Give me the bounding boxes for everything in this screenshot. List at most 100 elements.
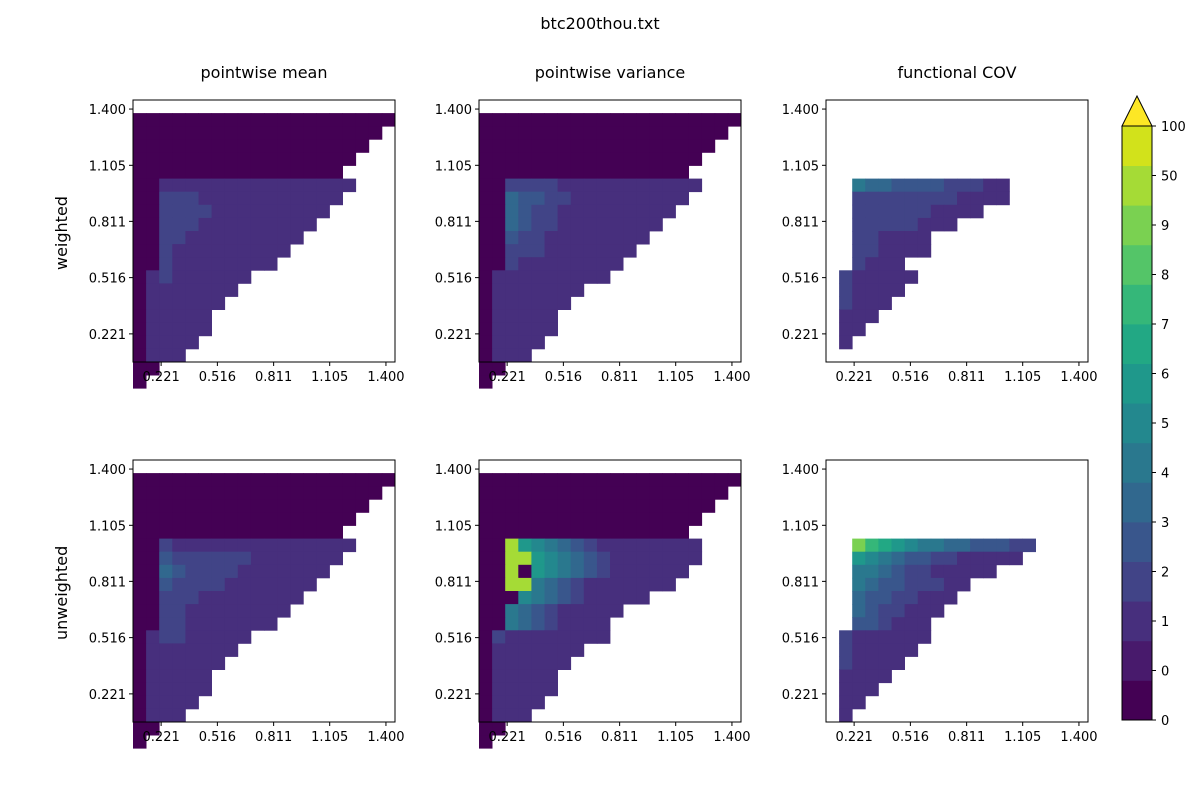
heatmap-cell	[518, 512, 532, 526]
heatmap-cell	[146, 577, 160, 592]
heatmap-cell	[237, 551, 252, 566]
heatmap-cell	[688, 551, 703, 566]
heatmap-cell	[943, 191, 958, 206]
heatmap-cell	[492, 538, 506, 553]
heatmap-cell	[185, 617, 199, 631]
heatmap-cell	[133, 591, 147, 605]
heatmap-cell	[596, 231, 611, 245]
heatmap-cell	[303, 126, 317, 140]
heatmap-cell	[198, 486, 212, 500]
heatmap-cell	[623, 231, 637, 245]
heatmap-cell	[329, 191, 343, 206]
heatmap-cell	[531, 564, 545, 579]
heatmap-cell	[701, 499, 716, 513]
x-tick-label: 0.221	[836, 370, 873, 385]
heatmap-cell	[531, 473, 545, 487]
heatmap-cell	[185, 656, 199, 670]
heatmap-cell	[237, 270, 252, 284]
heatmap-cell	[237, 525, 252, 539]
heatmap-cell	[492, 617, 506, 631]
heatmap-cell	[878, 204, 892, 219]
heatmap-cell	[544, 643, 558, 657]
heatmap-cell	[610, 244, 624, 258]
x-tick-label: 1.105	[311, 370, 348, 385]
heatmap-cell	[518, 257, 532, 271]
heatmap-cell	[557, 113, 572, 127]
heatmap-cell	[479, 643, 493, 657]
heatmap-cell	[544, 669, 558, 684]
colorbar-segment	[1122, 363, 1152, 404]
heatmap-cell	[583, 270, 598, 284]
heatmap-cell	[557, 538, 572, 553]
heatmap-cell	[636, 152, 650, 166]
heatmap-cell	[904, 538, 919, 553]
heatmap-cell	[531, 257, 545, 271]
heatmap-cell	[878, 257, 892, 271]
heatmap-cell	[570, 113, 585, 127]
heatmap-cell	[917, 577, 932, 592]
heatmap-cell	[596, 152, 611, 166]
heatmap-cell	[479, 165, 493, 179]
heatmap-cell	[983, 538, 997, 553]
heatmap-cell	[303, 204, 317, 219]
heatmap-cell	[505, 244, 519, 258]
heatmap-cell	[185, 486, 199, 500]
heatmap-cell	[224, 577, 239, 592]
heatmap-cell	[636, 178, 650, 193]
heatmap-cell	[250, 591, 265, 605]
heatmap-cell	[211, 643, 226, 657]
heatmap-cell	[544, 538, 558, 553]
heatmap-cell	[649, 473, 663, 487]
heatmap-cell	[891, 577, 905, 592]
heatmap-cell	[583, 551, 598, 566]
heatmap-cell	[636, 139, 650, 153]
heatmap-cell	[636, 525, 650, 539]
heatmap-cell	[198, 525, 212, 539]
heatmap-cell	[146, 309, 160, 324]
heatmap-cell	[146, 656, 160, 670]
heatmap-cell	[492, 669, 506, 684]
heatmap-cell	[649, 139, 663, 153]
heatmap-cell	[852, 551, 866, 566]
heatmap-cell	[172, 682, 186, 697]
heatmap-cell	[159, 283, 173, 297]
heatmap-cell	[185, 564, 199, 579]
heatmap-cell	[492, 473, 506, 487]
heatmap-cell	[865, 257, 879, 271]
heatmap-panel-weighted-functional-cov: 0.221 0.221 0.516 0.516 0.811 0.811 1.105 1.105…	[782, 99, 1098, 385]
heatmap-cell	[675, 113, 689, 127]
colorbar-tick-label: 5	[1161, 417, 1169, 432]
heatmap-cell	[146, 473, 160, 487]
heatmap-cell	[505, 126, 519, 140]
heatmap-cell	[479, 591, 493, 605]
heatmap-cell	[865, 604, 879, 618]
colorbar-segment	[1122, 601, 1152, 642]
heatmap-cell	[531, 296, 545, 310]
heatmap-cell	[264, 178, 278, 193]
heatmap-cell	[610, 591, 624, 605]
y-tick-label: 1.400	[435, 463, 472, 478]
heatmap-cell	[250, 577, 265, 592]
heatmap-cell	[852, 244, 866, 258]
heatmap-cell	[904, 244, 919, 258]
heatmap-cell	[479, 139, 493, 153]
heatmap-cell	[505, 630, 519, 644]
heatmap-cell	[839, 695, 853, 710]
heatmap-cell	[531, 165, 545, 179]
heatmap-cell	[492, 577, 506, 592]
heatmap-cell	[518, 695, 532, 710]
heatmap-cell	[492, 656, 506, 670]
y-tick-label: 1.400	[782, 463, 819, 478]
heatmap-cell	[329, 551, 343, 566]
heatmap-cell	[557, 283, 572, 297]
heatmap-cell	[277, 512, 291, 526]
heatmap-cell	[237, 630, 252, 644]
heatmap-cell	[688, 126, 703, 140]
heatmap-cell	[479, 538, 493, 553]
heatmap-cell	[904, 191, 919, 206]
heatmap-cell	[636, 499, 650, 513]
heatmap-cell	[250, 486, 265, 500]
heatmap-cell	[159, 231, 173, 245]
heatmap-cell	[198, 309, 212, 324]
heatmap-cell	[133, 322, 147, 337]
